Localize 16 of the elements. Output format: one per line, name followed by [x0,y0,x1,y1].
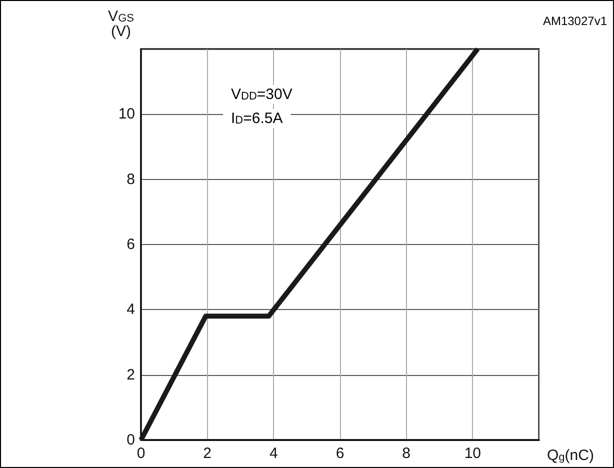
y-tick-label: 0 [126,432,135,448]
y-tick-label: 2 [126,366,135,384]
y-tick-label: 8 [126,170,135,188]
y-tick-label: 10 [118,106,135,123]
x-tick-label: 10 [464,445,482,462]
x-tick-label: 2 [203,445,212,462]
x-axis-title: Qg(nC) [547,447,594,464]
text: AM13027v1 [542,14,608,28]
y-axis-title: VGS (V) [108,8,134,40]
y-tick-label: 4 [126,301,135,318]
x-tick-label: 8 [402,445,411,462]
annotation: VDD=30V [231,86,292,103]
annotation: ID=6.5A [231,110,283,127]
y-tick-label: 6 [126,236,135,253]
x-tick-label: 6 [336,445,344,462]
x-tick-label: 4 [269,445,278,462]
